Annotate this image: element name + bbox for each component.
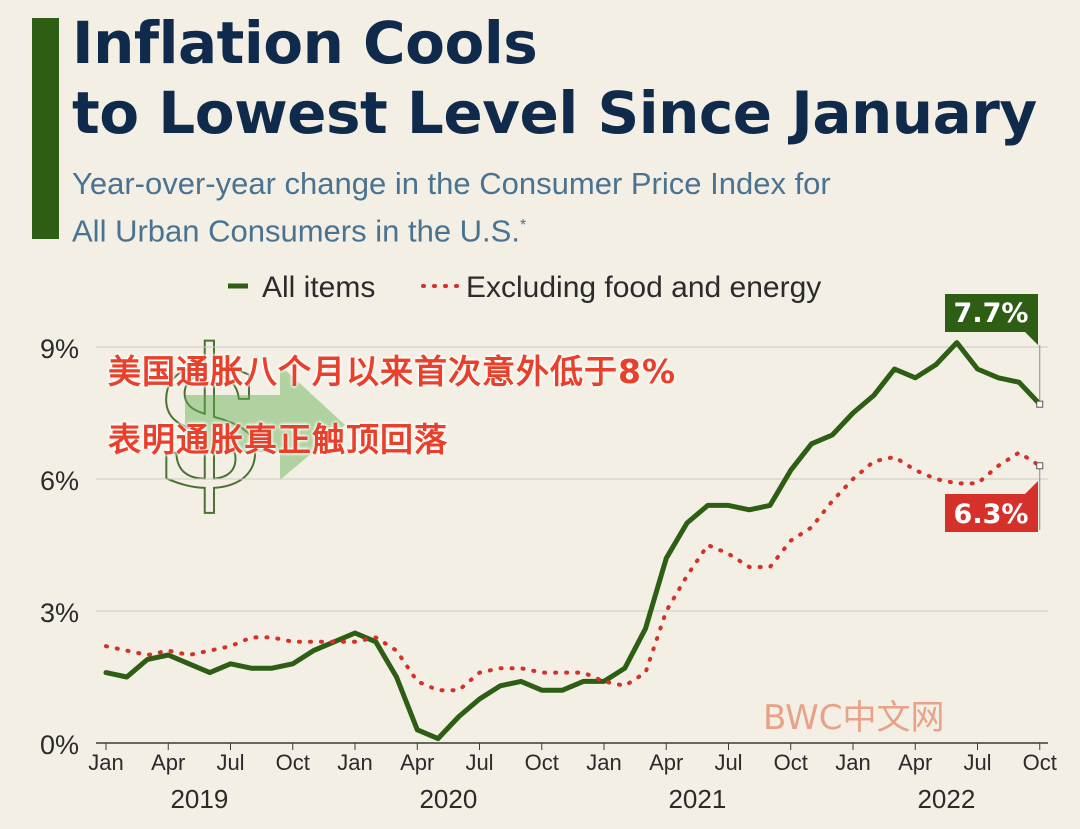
chart-title: Inflation Cools to Lowest Level Since Ja…: [72, 8, 1062, 148]
x-tick-label: Oct: [774, 750, 808, 775]
y-tick-label: 0%: [40, 730, 79, 760]
y-tick-label: 3%: [40, 598, 79, 628]
x-tick-label: Oct: [1023, 750, 1057, 775]
title-line-2: to Lowest Level Since January: [72, 79, 1037, 147]
x-tick-label: Jan: [835, 750, 870, 775]
x-tick-label: Jul: [714, 750, 742, 775]
y-tick-label: 6%: [40, 466, 79, 496]
year-label: 2020: [419, 784, 477, 814]
x-tick-label: Apr: [898, 750, 932, 775]
overlay-headline-2: 表明通胀真正触顶回落: [108, 420, 448, 459]
title-line-1: Inflation Cools: [72, 9, 538, 77]
series-line-all-items: [103, 340, 1043, 742]
x-tick-label: Apr: [649, 750, 683, 775]
overlay-headline-1: 美国通胀八个月以来首次意外低于8%: [108, 352, 677, 391]
x-tick-label: Apr: [400, 750, 434, 775]
x-tick-label: Jan: [586, 750, 621, 775]
subtitle-footnote-mark: *: [519, 217, 527, 234]
callout-label-core: 6.3%: [954, 499, 1029, 530]
dollar-sign-icon: $: [150, 309, 271, 530]
subtitle-line-2-text: All Urban Consumers in the U.S.: [72, 213, 520, 249]
end-marker-core: [1036, 462, 1044, 470]
end-marker-all-items: [1036, 400, 1044, 408]
x-tick-label: Oct: [276, 750, 310, 775]
callout-label-all-items: 7.7%: [954, 298, 1029, 329]
subtitle-line-2: All Urban Consumers in the U.S.*: [72, 205, 1062, 252]
x-tick-label: Jan: [337, 750, 372, 775]
y-tick-label: 9%: [40, 334, 79, 364]
x-tick-label: Jul: [216, 750, 244, 775]
subtitle-line-1: Year-over-year change in the Consumer Pr…: [72, 166, 831, 201]
year-label: 2022: [917, 784, 975, 814]
x-tick-label: Jul: [963, 750, 991, 775]
year-label: 2019: [170, 784, 228, 814]
title-accent-bar: [32, 18, 59, 239]
callout-box-core: [945, 481, 1038, 532]
watermark: BWC中文网: [763, 698, 945, 738]
year-label: 2021: [668, 784, 726, 814]
arrow-icon: [185, 365, 345, 480]
x-tick-label: Oct: [525, 750, 559, 775]
callout-box-all-items: [945, 294, 1038, 345]
x-tick-label: Jul: [465, 750, 493, 775]
legend-label-core: Excluding food and energy: [466, 271, 821, 304]
chart-subtitle: Year-over-year change in the Consumer Pr…: [72, 163, 1062, 252]
x-tick-label: Jan: [88, 750, 123, 775]
x-tick-label: Apr: [151, 750, 185, 775]
legend-label-all-items: All items: [262, 271, 375, 304]
